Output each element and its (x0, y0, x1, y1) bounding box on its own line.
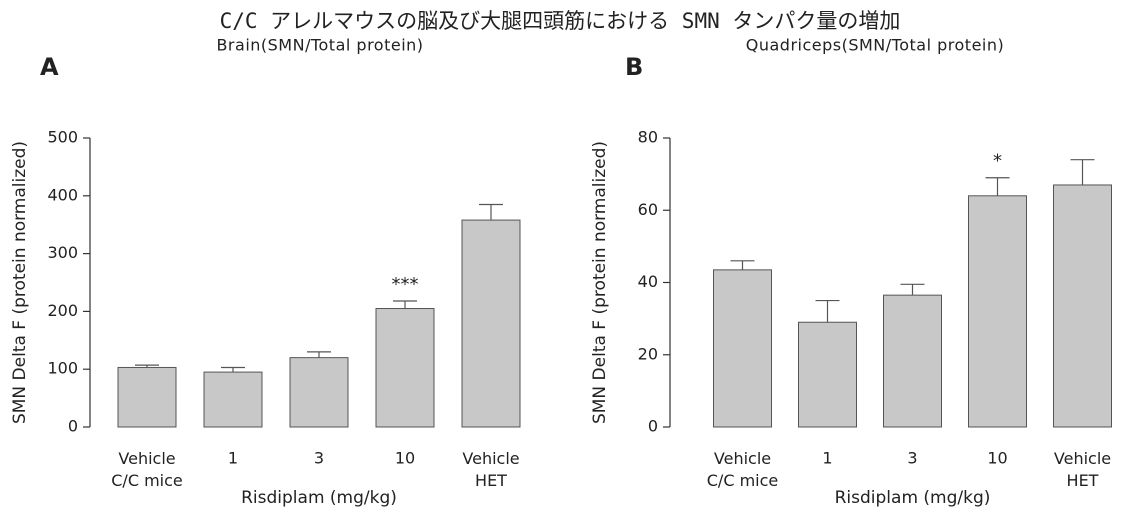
bar (203, 371, 263, 428)
significance-label: * (993, 151, 1002, 172)
bar (461, 219, 521, 428)
bar (117, 366, 177, 428)
y-tick-label: 400 (47, 185, 78, 204)
x-axis-label: Risdiplam (mg/kg) (241, 488, 397, 508)
chart-title: Brain(SMN/Total protein) (216, 36, 423, 55)
bar (713, 269, 772, 428)
y-tick-label: 300 (47, 243, 78, 262)
x-axis-label: Risdiplam (mg/kg) (835, 488, 991, 508)
x-tick-label: Vehicle C/C mice (111, 449, 183, 490)
bar (375, 308, 435, 428)
bar (289, 357, 349, 428)
y-tick-label: 0 (648, 417, 658, 436)
y-axis-label: SMN Delta F (protein normalized) (590, 141, 610, 424)
chart-title: Quadriceps(SMN/Total protein) (746, 36, 1004, 55)
x-tick-label: 10 (987, 449, 1007, 468)
x-tick-label: 3 (907, 449, 917, 468)
y-tick-label: 100 (47, 359, 78, 378)
y-tick-label: 80 (638, 128, 658, 147)
bar (883, 294, 942, 428)
panel-label: A (40, 53, 59, 81)
x-tick-label: Vehicle HET (1054, 449, 1111, 490)
x-tick-label: 1 (228, 449, 238, 468)
x-tick-label: Vehicle HET (462, 449, 519, 490)
x-tick-label: Vehicle C/C mice (707, 449, 779, 490)
y-tick-label: 200 (47, 301, 78, 320)
figure-title: C/C アレルマウスの脳及び大腿四頭筋における SMN タンパク量の増加 (220, 9, 901, 33)
y-tick-label: 500 (47, 128, 78, 147)
y-tick-label: 20 (638, 344, 658, 363)
bar (968, 195, 1027, 428)
bar (1053, 184, 1112, 428)
y-axis-label: SMN Delta F (protein normalized) (10, 141, 30, 424)
x-tick-label: 1 (822, 449, 832, 468)
y-tick-label: 40 (638, 272, 658, 291)
x-tick-label: 3 (314, 449, 324, 468)
significance-label: *** (392, 274, 419, 295)
x-tick-label: 10 (395, 449, 415, 468)
y-tick-label: 0 (68, 417, 78, 436)
bar (798, 321, 857, 428)
panel-label: B (625, 53, 643, 81)
y-tick-label: 60 (638, 200, 658, 219)
